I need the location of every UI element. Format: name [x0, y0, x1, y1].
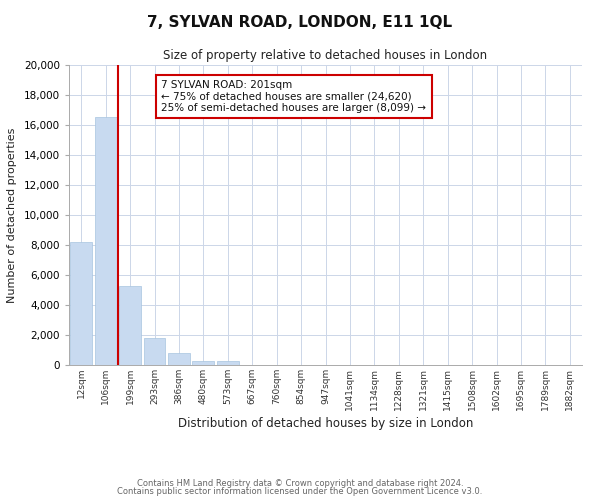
Bar — [119, 286, 141, 365]
Bar — [143, 338, 166, 365]
Bar — [193, 360, 214, 365]
Text: Contains public sector information licensed under the Open Government Licence v3: Contains public sector information licen… — [118, 487, 482, 496]
Text: 7 SYLVAN ROAD: 201sqm
← 75% of detached houses are smaller (24,620)
25% of semi-: 7 SYLVAN ROAD: 201sqm ← 75% of detached … — [161, 80, 427, 113]
Bar — [168, 353, 190, 365]
Y-axis label: Number of detached properties: Number of detached properties — [7, 128, 17, 302]
Title: Size of property relative to detached houses in London: Size of property relative to detached ho… — [163, 50, 488, 62]
Text: Contains HM Land Registry data © Crown copyright and database right 2024.: Contains HM Land Registry data © Crown c… — [137, 478, 463, 488]
Bar — [217, 360, 239, 365]
X-axis label: Distribution of detached houses by size in London: Distribution of detached houses by size … — [178, 417, 473, 430]
Bar — [70, 242, 92, 365]
Bar — [95, 118, 116, 365]
Text: 7, SYLVAN ROAD, LONDON, E11 1QL: 7, SYLVAN ROAD, LONDON, E11 1QL — [148, 15, 452, 30]
